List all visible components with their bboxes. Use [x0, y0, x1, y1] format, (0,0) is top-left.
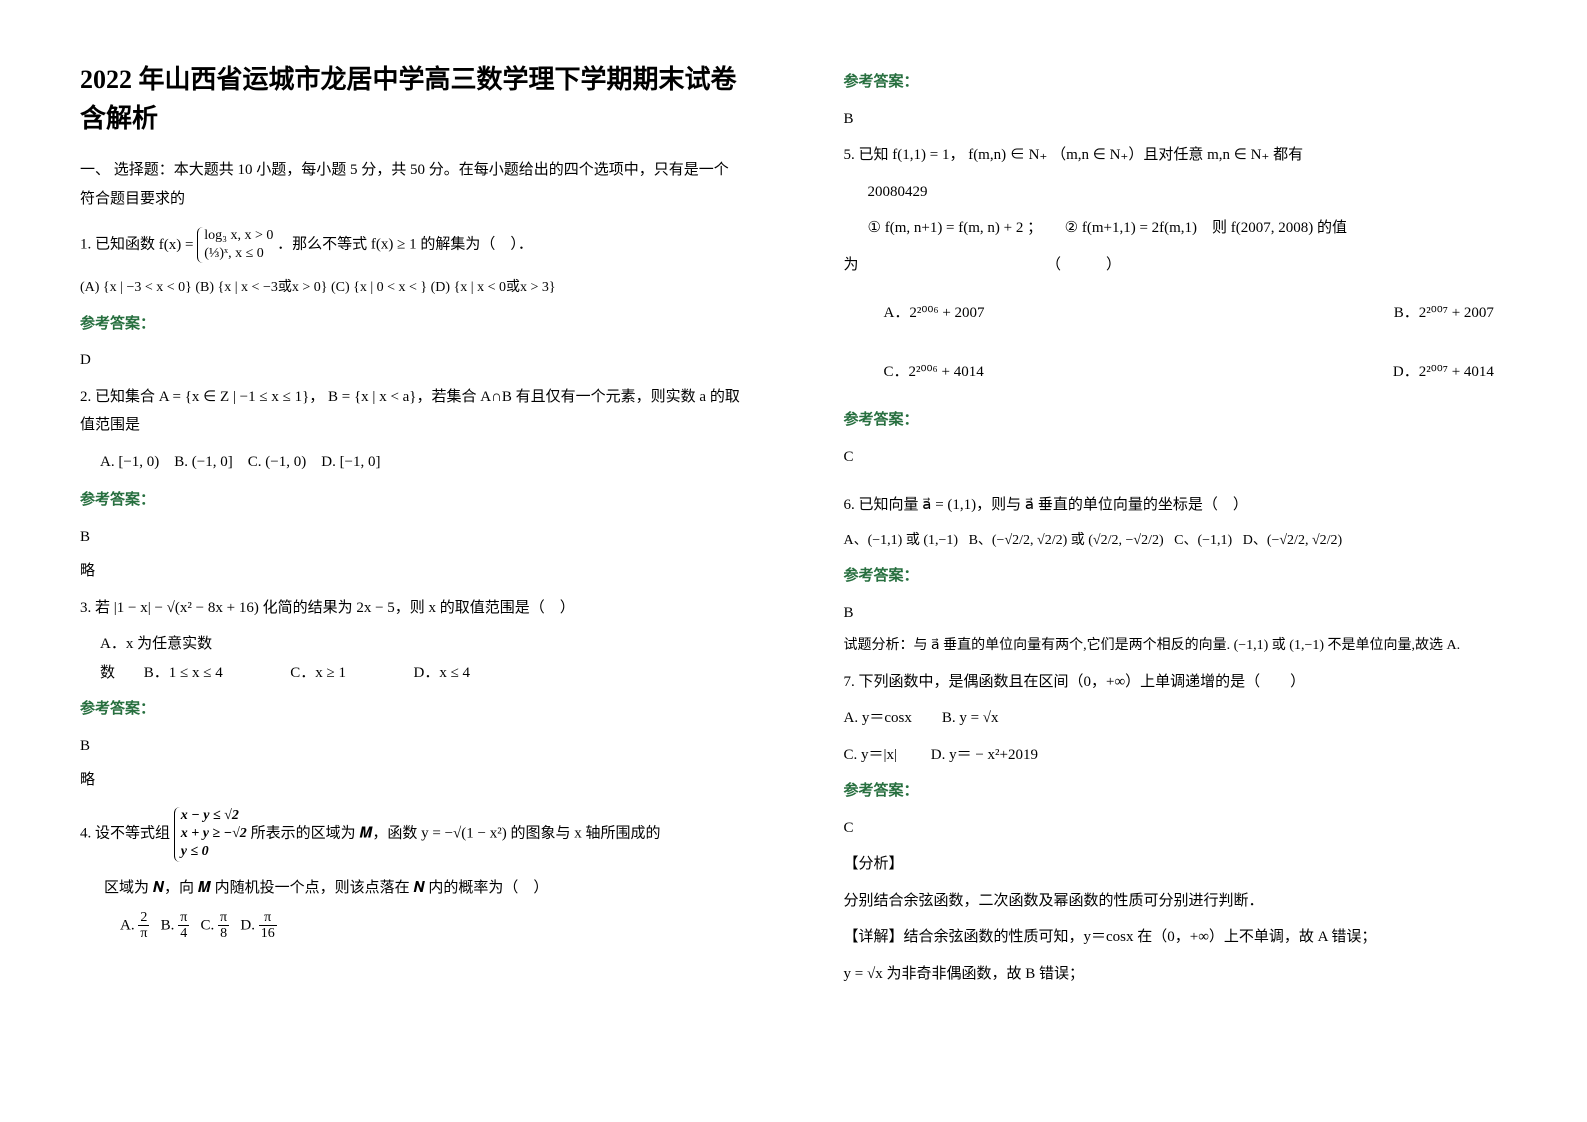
- q3-options: A．x 为任意实数 数 B．1 ≤ x ≤ 4 C．x ≥ 1 D．x ≤ 4: [100, 630, 744, 687]
- q4-opt-b: B.: [161, 917, 175, 933]
- q6-opt-c: C、(−1,1): [1174, 533, 1232, 548]
- answer-7: C: [844, 814, 1508, 843]
- q4-p3: y ≤ 0: [181, 843, 247, 861]
- q5-opts-row1: A．2²⁰⁰⁶ + 2007 B．2²⁰⁰⁷ + 2007: [884, 299, 1494, 328]
- ref-answer-label-4: 参考答案：: [844, 68, 1508, 97]
- q1-piece2: (⅓)ˣ, x ≤ 0: [204, 245, 273, 263]
- section-heading: 一、 选择题：本大题共 10 小题，每小题 5 分，共 50 分。在每小题给出的…: [80, 156, 744, 213]
- q1-tail: ．那么不等式 f(x) ≥ 1 的解集为（ ）．: [277, 237, 533, 253]
- a7-analysis-label: 【分析】: [844, 850, 1508, 879]
- q4-opt-d: D.: [240, 917, 255, 933]
- a7-line3: y = √x 为非奇非偶函数，故 B 错误；: [844, 960, 1508, 989]
- q2-opt-c: C. (−1, 0): [248, 454, 306, 470]
- ref-answer-label-1: 参考答案：: [80, 310, 744, 339]
- question-2: 2. 已知集合 A = {x ∈ Z | −1 ≤ x ≤ 1}， B = {x…: [80, 383, 744, 440]
- a7-line2: 【详解】结合余弦函数的性质可知，y＝cosx 在（0，+∞）上不单调，故 A 错…: [844, 923, 1508, 952]
- question-5-line1: 5. 已知 f(1,1) = 1， f(m,n) ∈ N₊ （m,n ∈ N₊）…: [844, 141, 1508, 170]
- answer-5: C: [844, 443, 1508, 472]
- q4-opt-a: A.: [120, 917, 135, 933]
- question-6: 6. 已知向量 a⃗ = (1,1)，则与 a⃗ 垂直的单位向量的坐标是（ ）: [844, 491, 1508, 520]
- frac-pi-4: π4: [178, 910, 189, 942]
- q4-mid: 所表示的区域为 𝑴，函数 y = −√(1 − x²) 的图象与 x 轴所围成的: [251, 826, 661, 842]
- q6-opt-d: D、(−√2/2, √2/2): [1243, 533, 1342, 548]
- answer-2: B: [80, 523, 744, 552]
- q5-code: 20080429: [868, 178, 1508, 207]
- q6-options: A、(−1,1) 或 (1,−1) B、(−√2/2, √2/2) 或 (√2/…: [844, 528, 1508, 555]
- answer-2-sub: 略: [80, 557, 744, 586]
- q4-options: A. 2π B. π4 C. π8 D. π16: [120, 910, 744, 942]
- q5-opt-d: D．2²⁰⁰⁷ + 4014: [1393, 358, 1494, 387]
- q4-piecewise: x − y ≤ √2 x + y ≥ −√2 y ≤ 0: [174, 807, 247, 862]
- q1-piecewise: log₃ x, x > 0 (⅓)ˣ, x ≤ 0: [197, 227, 273, 263]
- frac-pi-8: π8: [218, 910, 229, 942]
- q7-opts-ab: A. y＝cosx B. y = √x: [844, 704, 1508, 733]
- q2-opt-b: B. (−1, 0]: [174, 454, 232, 470]
- q4-lead: 4. 设不等式组: [80, 826, 170, 842]
- ref-answer-label-3: 参考答案：: [80, 695, 744, 724]
- question-1: 1. 已知函数 f(x) = log₃ x, x > 0 (⅓)ˣ, x ≤ 0…: [80, 223, 744, 267]
- answer-4: B: [844, 105, 1508, 134]
- question-7: 7. 下列函数中，是偶函数且在区间（0，+∞）上单调递增的是（ ）: [844, 668, 1508, 697]
- question-4: 4. 设不等式组 x − y ≤ √2 x + y ≥ −√2 y ≤ 0 所表…: [80, 803, 744, 866]
- ref-answer-label-6: 参考答案：: [844, 562, 1508, 591]
- q3-opt-c: C．x ≥ 1: [290, 665, 346, 681]
- q2-opt-d: D. [−1, 0]: [321, 454, 380, 470]
- q1-options: (A) {x | −3 < x < 0} (B) {x | x < −3或x >…: [80, 275, 744, 302]
- q5-opt-b: B．2²⁰⁰⁷ + 2007: [1394, 299, 1494, 328]
- question-3: 3. 若 |1 − x| − √(x² − 8x + 16) 化简的结果为 2x…: [80, 594, 744, 623]
- answer-6: B: [844, 599, 1508, 628]
- q7-opts-cd: C. y＝|x| D. y＝ − x²+2019: [844, 741, 1508, 770]
- q3-opt-d: D．x ≤ 4: [413, 665, 470, 681]
- q4-p2: x + y ≥ −√2: [181, 825, 247, 843]
- q4-p1: x − y ≤ √2: [181, 807, 247, 825]
- ref-answer-label-2: 参考答案：: [80, 486, 744, 515]
- frac-2-pi: 2π: [138, 910, 149, 942]
- q5-opts-row2: C．2²⁰⁰⁶ + 4014 D．2²⁰⁰⁷ + 4014: [884, 358, 1494, 387]
- q3-opt-a: A．x 为任意实数: [100, 630, 744, 659]
- page-title: 2022 年山西省运城市龙居中学高三数学理下学期期末试卷含解析: [80, 60, 744, 138]
- a7-line1: 分别结合余弦函数，二次函数及幂函数的性质可分别进行判断．: [844, 887, 1508, 916]
- answer-1: D: [80, 346, 744, 375]
- q2-options: A. [−1, 0) B. (−1, 0] C. (−1, 0) D. [−1,…: [100, 448, 744, 477]
- frac-pi-16: π16: [259, 910, 277, 942]
- q6-opt-a: A、(−1,1) 或 (1,−1): [844, 533, 959, 548]
- answer-3: B: [80, 732, 744, 761]
- answer-6-note: 试题分析：与 a⃗ 垂直的单位向量有两个,它们是两个相反的向量. (−1,1) …: [844, 633, 1508, 660]
- answer-3-sub: 略: [80, 766, 744, 795]
- q5-opt-c: C．2²⁰⁰⁶ + 4014: [884, 358, 984, 387]
- ref-answer-label-7: 参考答案：: [844, 777, 1508, 806]
- q5-wei: 为 （ ）: [844, 251, 1508, 280]
- q1-lead: 1. 已知函数: [80, 237, 155, 253]
- q2-opt-a: A. [−1, 0): [100, 454, 159, 470]
- q3-opt-b: B．1 ≤ x ≤ 4: [144, 665, 223, 681]
- q4-opt-c: C.: [201, 917, 215, 933]
- ref-answer-label-5: 参考答案：: [844, 406, 1508, 435]
- q6-opt-b: B、(−√2/2, √2/2) 或 (√2/2, −√2/2): [969, 533, 1164, 548]
- q5-conditions: ① f(m, n+1) = f(m, n) + 2 ； ② f(m+1,1) =…: [868, 214, 1508, 243]
- q1-piece1: log₃ x, x > 0: [204, 227, 273, 245]
- q4-tail: 区域为 𝑵，向 𝑴 内随机投一个点，则该点落在 𝑵 内的概率为（ ）: [104, 874, 744, 903]
- q5-opt-a: A．2²⁰⁰⁶ + 2007: [884, 299, 985, 328]
